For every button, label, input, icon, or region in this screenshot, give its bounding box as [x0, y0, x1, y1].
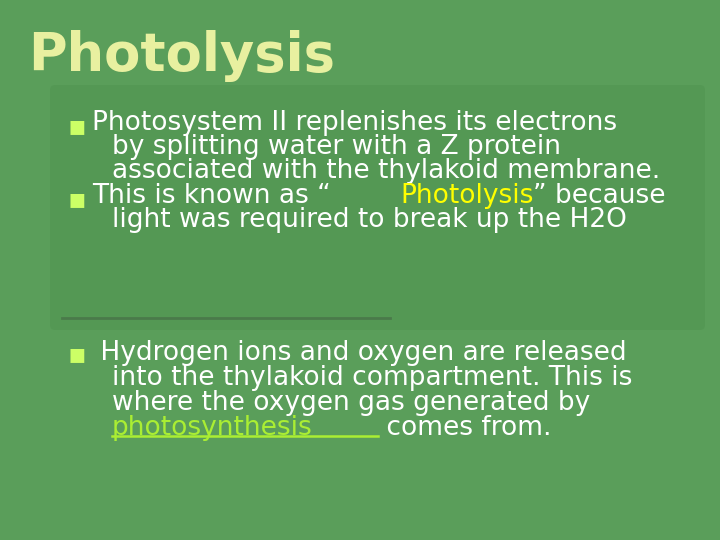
Text: associated with the thylakoid membrane.: associated with the thylakoid membrane.	[112, 158, 660, 184]
Text: ” because: ” because	[534, 183, 666, 209]
Text: ▪: ▪	[68, 340, 86, 368]
Text: Photosystem II replenishes its electrons: Photosystem II replenishes its electrons	[92, 110, 617, 136]
Text: into the thylakoid compartment. This is: into the thylakoid compartment. This is	[112, 365, 632, 391]
Text: where the oxygen gas generated by: where the oxygen gas generated by	[112, 390, 590, 416]
Text: comes from.: comes from.	[377, 415, 551, 441]
Text: photosynthesis: photosynthesis	[112, 415, 312, 441]
Text: ▪: ▪	[68, 185, 86, 213]
FancyBboxPatch shape	[50, 85, 705, 330]
Text: Photolysis: Photolysis	[28, 30, 335, 82]
Text: Photolysis: Photolysis	[400, 183, 534, 209]
Text: light was required to break up the H2O: light was required to break up the H2O	[112, 207, 627, 233]
Text: by splitting water with a Z protein: by splitting water with a Z protein	[112, 134, 561, 160]
Text: Hydrogen ions and oxygen are released: Hydrogen ions and oxygen are released	[92, 340, 626, 366]
Text: This is known as “: This is known as “	[92, 183, 330, 209]
Text: ▪: ▪	[68, 112, 86, 140]
